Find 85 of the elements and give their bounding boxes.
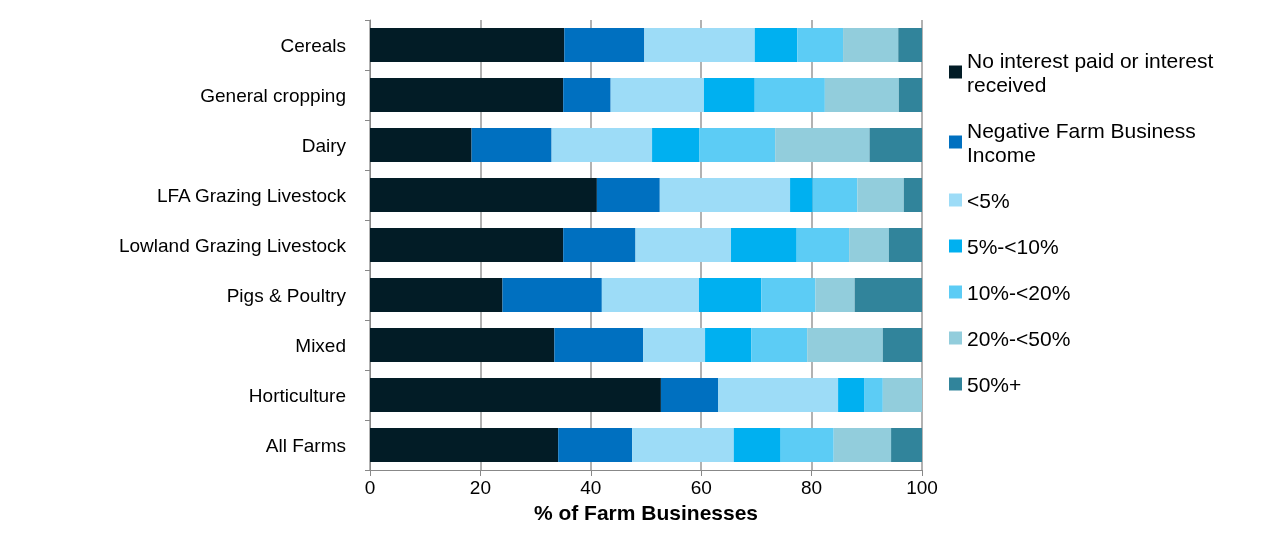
bar (797, 28, 844, 62)
bar (761, 278, 816, 312)
bar (869, 128, 922, 162)
legend-label: <5% (967, 188, 1010, 212)
legend-label: Negative Farm Business Income (967, 118, 1202, 166)
bar (703, 78, 755, 112)
bar (796, 228, 850, 262)
bar (370, 28, 565, 62)
bar (815, 278, 855, 312)
bar (754, 78, 825, 112)
bar (471, 128, 552, 162)
bar (882, 328, 922, 362)
bar (751, 328, 808, 362)
bar (705, 328, 752, 362)
bar (891, 428, 922, 462)
bar (807, 328, 883, 362)
bar (563, 228, 636, 262)
bar (780, 428, 834, 462)
bar (643, 328, 706, 362)
y-tick-label: Cereals (280, 34, 346, 56)
y-tick-label: All Farms (265, 434, 346, 456)
bar (775, 128, 870, 162)
bar (903, 178, 922, 212)
bar (635, 228, 732, 262)
y-tick-label: Dairy (301, 134, 347, 156)
bar (644, 28, 755, 62)
bar (754, 28, 798, 62)
bar (733, 428, 781, 462)
y-tick-label: Pigs & Poultry (226, 284, 347, 306)
legend-label: 20%-<50% (967, 326, 1071, 350)
bar (888, 228, 922, 262)
bar (652, 128, 700, 162)
y-tick-label: Horticulture (248, 384, 346, 406)
x-tick-label: 0 (364, 477, 376, 498)
y-tick-label: Mixed (295, 334, 346, 356)
x-tick-label: 60 (690, 477, 712, 498)
bar (370, 128, 472, 162)
x-tick-label: 20 (469, 477, 491, 498)
bar (610, 78, 704, 112)
bar (849, 228, 889, 262)
y-tick-label: Lowland Grazing Livestock (118, 234, 347, 256)
bar (370, 378, 661, 412)
bar (564, 28, 645, 62)
bar (864, 378, 883, 412)
bar (563, 78, 611, 112)
bar (812, 178, 858, 212)
bar (596, 178, 660, 212)
legend-label: 50%+ (967, 372, 1022, 396)
bar (659, 178, 791, 212)
x-axis-title: % of Farm Businesses (533, 501, 759, 524)
bar (370, 178, 597, 212)
bar (551, 128, 653, 162)
bar (857, 178, 904, 212)
bar (731, 228, 797, 262)
bar (824, 78, 899, 112)
x-tick-label: 80 (801, 477, 823, 498)
bar (558, 428, 633, 462)
bar (370, 78, 564, 112)
bar (838, 378, 865, 412)
bar (502, 278, 602, 312)
bar (660, 378, 719, 412)
y-tick-label: General cropping (200, 84, 346, 106)
bar (699, 128, 776, 162)
x-tick-label: 100 (906, 477, 938, 498)
bar (370, 428, 559, 462)
legend-label: 5%-<10% (967, 234, 1059, 258)
bar (790, 178, 813, 212)
bar (370, 328, 555, 362)
bar (882, 378, 922, 412)
bar (898, 78, 922, 112)
bar (833, 428, 892, 462)
bar (898, 28, 922, 62)
bar (554, 328, 644, 362)
bar (370, 228, 564, 262)
bar (601, 278, 699, 312)
y-tick-label: LFA Grazing Livestock (156, 184, 347, 206)
bar (632, 428, 734, 462)
bar (718, 378, 839, 412)
bar (843, 28, 899, 62)
legend-label: 10%-<20% (967, 280, 1071, 304)
bar (854, 278, 922, 312)
bar (698, 278, 762, 312)
legend-label: No interest paid or interest received (967, 48, 1220, 96)
x-tick-label: 40 (580, 477, 602, 498)
bar (370, 278, 503, 312)
